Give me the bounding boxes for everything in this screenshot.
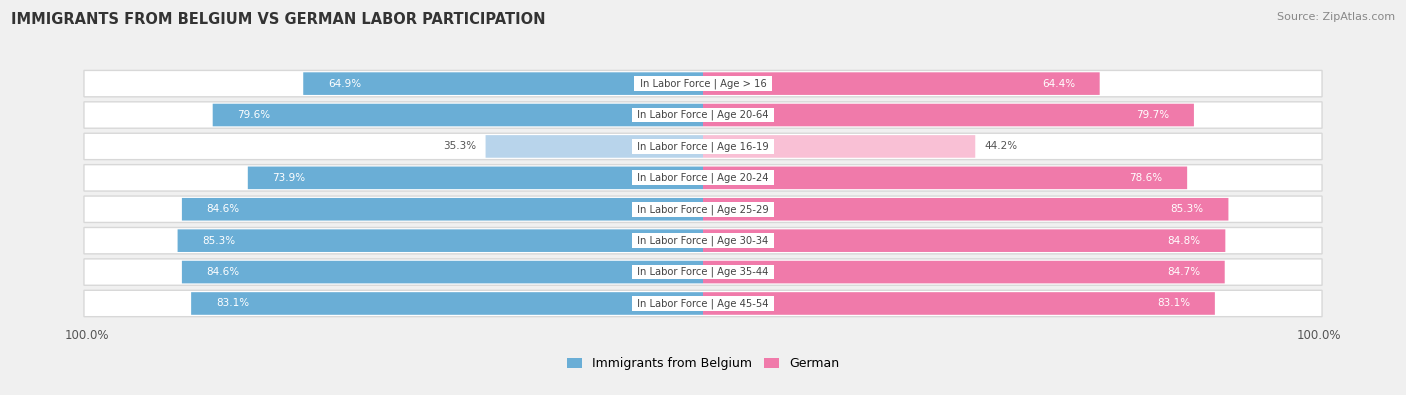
FancyBboxPatch shape bbox=[304, 72, 703, 95]
Text: In Labor Force | Age 16-19: In Labor Force | Age 16-19 bbox=[634, 141, 772, 152]
Text: In Labor Force | Age 30-34: In Labor Force | Age 30-34 bbox=[634, 235, 772, 246]
FancyBboxPatch shape bbox=[181, 261, 703, 283]
Text: In Labor Force | Age 20-64: In Labor Force | Age 20-64 bbox=[634, 110, 772, 120]
FancyBboxPatch shape bbox=[703, 104, 1194, 126]
FancyBboxPatch shape bbox=[703, 135, 976, 158]
Legend: Immigrants from Belgium, German: Immigrants from Belgium, German bbox=[561, 352, 845, 375]
FancyBboxPatch shape bbox=[84, 259, 1322, 285]
Text: 64.9%: 64.9% bbox=[328, 79, 361, 88]
Text: IMMIGRANTS FROM BELGIUM VS GERMAN LABOR PARTICIPATION: IMMIGRANTS FROM BELGIUM VS GERMAN LABOR … bbox=[11, 12, 546, 27]
Text: In Labor Force | Age 35-44: In Labor Force | Age 35-44 bbox=[634, 267, 772, 277]
Text: 85.3%: 85.3% bbox=[1171, 204, 1204, 214]
Text: 83.1%: 83.1% bbox=[1157, 299, 1191, 308]
FancyBboxPatch shape bbox=[191, 292, 703, 315]
FancyBboxPatch shape bbox=[84, 228, 1322, 254]
Text: 64.4%: 64.4% bbox=[1042, 79, 1076, 88]
FancyBboxPatch shape bbox=[703, 198, 1229, 220]
Text: 35.3%: 35.3% bbox=[443, 141, 477, 151]
Text: 83.1%: 83.1% bbox=[215, 299, 249, 308]
Text: 84.7%: 84.7% bbox=[1167, 267, 1201, 277]
FancyBboxPatch shape bbox=[212, 104, 703, 126]
Text: In Labor Force | Age > 16: In Labor Force | Age > 16 bbox=[637, 78, 769, 89]
FancyBboxPatch shape bbox=[247, 167, 703, 189]
Text: In Labor Force | Age 45-54: In Labor Force | Age 45-54 bbox=[634, 298, 772, 309]
FancyBboxPatch shape bbox=[84, 133, 1322, 160]
Text: In Labor Force | Age 20-24: In Labor Force | Age 20-24 bbox=[634, 173, 772, 183]
FancyBboxPatch shape bbox=[84, 165, 1322, 191]
Text: In Labor Force | Age 25-29: In Labor Force | Age 25-29 bbox=[634, 204, 772, 214]
FancyBboxPatch shape bbox=[485, 135, 703, 158]
FancyBboxPatch shape bbox=[84, 102, 1322, 128]
FancyBboxPatch shape bbox=[84, 196, 1322, 222]
Text: 84.6%: 84.6% bbox=[207, 267, 239, 277]
FancyBboxPatch shape bbox=[181, 198, 703, 220]
Text: 78.6%: 78.6% bbox=[1129, 173, 1163, 183]
Text: 44.2%: 44.2% bbox=[984, 141, 1018, 151]
Text: 73.9%: 73.9% bbox=[273, 173, 305, 183]
Text: 84.8%: 84.8% bbox=[1167, 236, 1201, 246]
Text: Source: ZipAtlas.com: Source: ZipAtlas.com bbox=[1277, 12, 1395, 22]
FancyBboxPatch shape bbox=[703, 261, 1225, 283]
Text: 84.6%: 84.6% bbox=[207, 204, 239, 214]
FancyBboxPatch shape bbox=[703, 167, 1187, 189]
FancyBboxPatch shape bbox=[703, 292, 1215, 315]
Text: 79.6%: 79.6% bbox=[238, 110, 270, 120]
FancyBboxPatch shape bbox=[703, 229, 1226, 252]
FancyBboxPatch shape bbox=[703, 72, 1099, 95]
FancyBboxPatch shape bbox=[84, 290, 1322, 317]
FancyBboxPatch shape bbox=[177, 229, 703, 252]
Text: 85.3%: 85.3% bbox=[202, 236, 235, 246]
FancyBboxPatch shape bbox=[84, 70, 1322, 97]
Text: 79.7%: 79.7% bbox=[1136, 110, 1170, 120]
